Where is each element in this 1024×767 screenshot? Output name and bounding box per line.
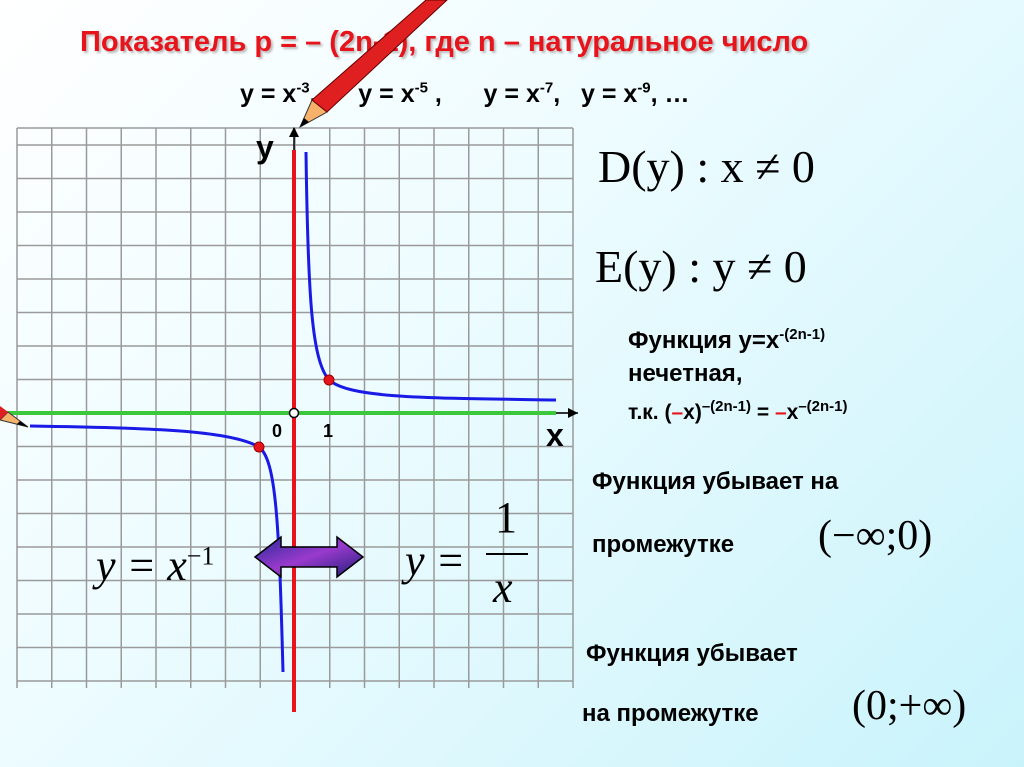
decreasing-note-1-line2: промежутке <box>592 531 735 558</box>
curve-right-branch <box>304 151 557 402</box>
formula-power: y = x−1 <box>96 541 215 590</box>
function-item: y = x-9, … <box>581 80 690 109</box>
point-1-1 <box>323 374 335 386</box>
fraction-bar <box>486 553 528 555</box>
function-item: y = x-7, <box>483 80 561 109</box>
y-axis-label: y <box>256 129 274 165</box>
double-arrow-icon <box>253 535 365 579</box>
formula-fraction-lhs: y = <box>405 536 466 585</box>
function-item: y = x-3, <box>240 80 317 109</box>
unit-label: 1 <box>323 421 333 441</box>
function-list: y = x-3, y = x-5 , y = x-7, y = x-9, … <box>240 80 690 109</box>
formula-fraction-numerator: 1 <box>495 493 517 542</box>
decreasing-note-2-line1: Функция убывает <box>586 640 798 667</box>
grid <box>16 127 574 688</box>
pencil-icon <box>298 0 448 129</box>
range-formula: E(y) : y ≠ 0 <box>595 241 807 292</box>
origin-point <box>288 407 300 419</box>
pencil-icon <box>0 406 29 428</box>
x-axis-label: x <box>546 417 564 453</box>
origin-label: 0 <box>272 421 282 441</box>
domain-formula: D(y) : x ≠ 0 <box>598 141 815 192</box>
interval-negative: (−∞;0) <box>818 513 933 559</box>
decreasing-note-2-line2: на промежутке <box>582 700 759 727</box>
odd-function-note: Функция y=x-(2n-1) нечетная, т.к. (–x)–(… <box>628 326 848 424</box>
decreasing-note-1-line1: Функция убывает на <box>592 468 839 495</box>
y-axis-arrowhead <box>289 127 299 137</box>
slide-title: Показатель p = – (2n-1), где n – натурал… <box>80 26 809 58</box>
formula-fraction-denominator: x <box>493 563 513 612</box>
x-axis-arrowhead <box>568 408 578 418</box>
interval-positive: (0;+∞) <box>852 683 967 729</box>
function-item: y = x-5 , <box>358 80 442 109</box>
point-neg1-neg1 <box>253 441 265 453</box>
